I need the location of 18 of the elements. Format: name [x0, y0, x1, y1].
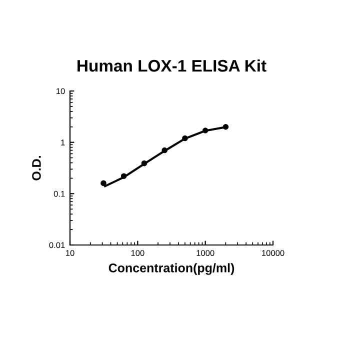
point: [202, 128, 208, 134]
point: [100, 180, 106, 186]
x-tick-label: 10000: [262, 250, 284, 256]
y-axis-title: O.D.: [32, 156, 41, 180]
chart-title: Human LOX-1 ELISA Kit: [78, 59, 266, 72]
point: [120, 173, 127, 179]
y-tick-label: 0.1: [54, 190, 65, 197]
point: [141, 160, 148, 166]
x-tick-label: 10: [66, 250, 74, 256]
x-tick-label: 1000: [196, 250, 214, 256]
y-tick-label: 10: [56, 88, 65, 94]
x-tick-label: 100: [131, 250, 144, 256]
y-tick-label: 0.01: [49, 242, 65, 248]
y-tick-label: 1: [61, 140, 65, 146]
x-axis-title: Concentration(pg/ml): [108, 263, 234, 275]
point: [162, 147, 168, 154]
point: [182, 135, 188, 142]
point: [222, 124, 229, 130]
